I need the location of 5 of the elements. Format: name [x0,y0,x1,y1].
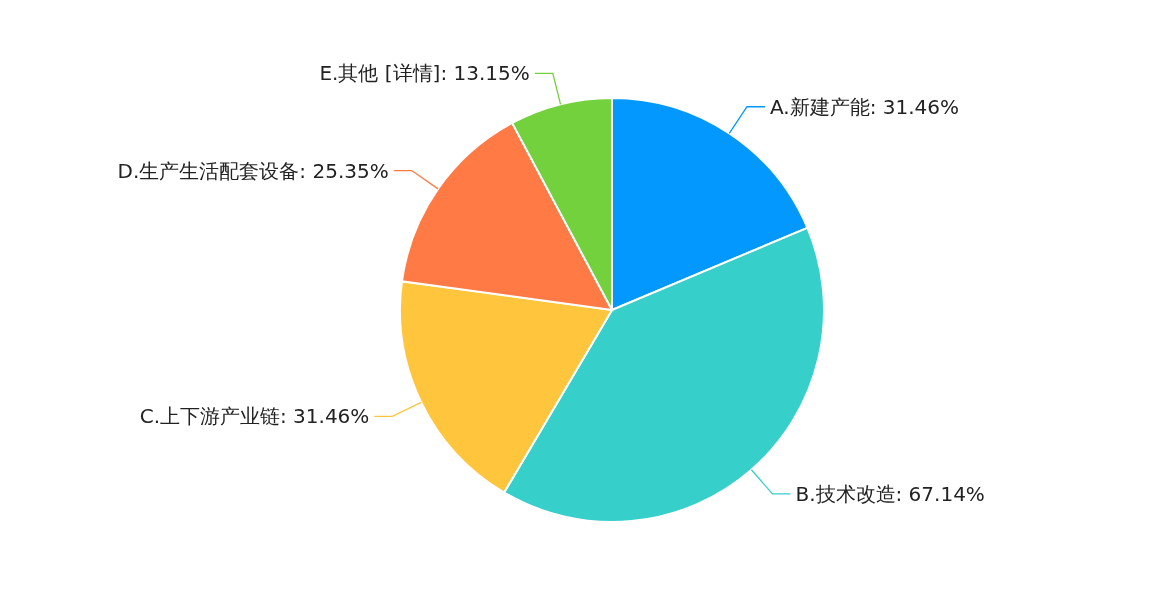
slice-label: B.技术改造: 67.14% [795,481,985,506]
slice-label: A.新建产能: 31.46% [770,94,960,119]
slice-label: C.上下游产业链: 31.46% [139,404,370,429]
slice-label: E.其他 [详情]: 13.15% [319,61,530,86]
slice-label: D.生产生活配套设备: 25.35% [117,158,389,183]
